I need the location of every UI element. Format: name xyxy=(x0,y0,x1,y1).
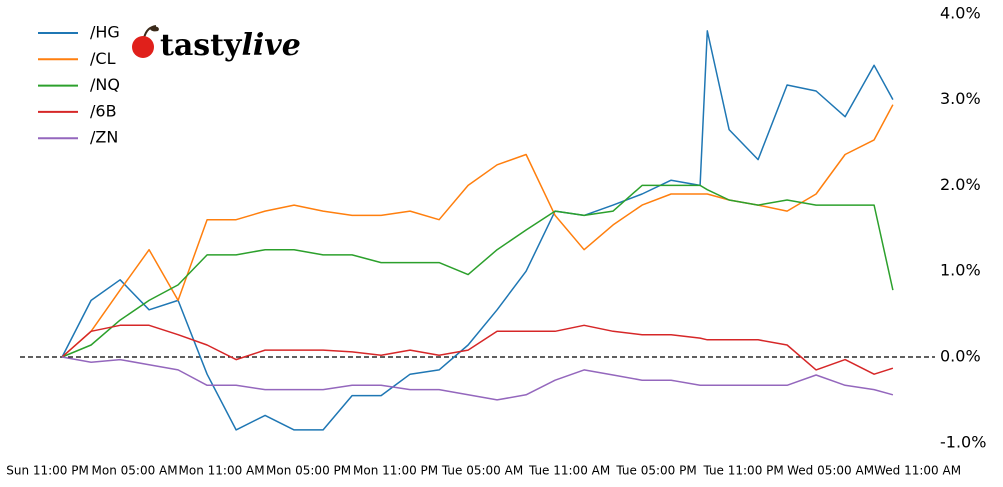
x-tick-label: Tue 05:00 PM xyxy=(615,464,696,478)
series-line xyxy=(61,30,894,431)
legend-label: /HG xyxy=(90,23,120,42)
x-tick-label: Wed 05:00 AM xyxy=(787,464,874,478)
legend-label: /ZN xyxy=(90,128,118,147)
logo-prefix: tasty xyxy=(160,28,243,63)
series-line xyxy=(61,324,894,375)
y-tick-label: 4.0% xyxy=(940,3,981,22)
series-line xyxy=(61,356,894,401)
x-tick-label: Mon 11:00 PM xyxy=(353,464,438,478)
x-tick-label: Mon 05:00 PM xyxy=(266,464,351,478)
series-line xyxy=(61,184,894,358)
y-tick-label: 0.0% xyxy=(940,347,981,366)
y-tick-label: 3.0% xyxy=(940,89,981,108)
logo-text: tastylive xyxy=(160,28,301,63)
legend-label: /CL xyxy=(90,49,116,68)
x-tick-label: Tue 11:00 AM xyxy=(528,464,610,478)
y-tick-label: -1.0% xyxy=(940,432,986,451)
legend-label: /6B xyxy=(90,101,117,120)
logo-cherry xyxy=(132,36,154,58)
x-tick-label: Mon 11:00 AM xyxy=(179,464,265,478)
x-tick-label: Tue 05:00 AM xyxy=(441,464,523,478)
x-tick-label: Tue 11:00 PM xyxy=(702,464,783,478)
x-tick-label: Mon 05:00 AM xyxy=(92,464,178,478)
x-tick-label: Sun 11:00 PM xyxy=(6,464,89,478)
series-line xyxy=(61,104,894,358)
y-tick-label: 2.0% xyxy=(940,175,981,194)
x-tick-label: Wed 11:00 AM xyxy=(874,464,961,478)
legend-label: /NQ xyxy=(90,75,120,94)
logo: tastylive xyxy=(132,25,301,63)
y-tick-label: 1.0% xyxy=(940,261,981,280)
logo-suffix: live xyxy=(241,28,300,63)
